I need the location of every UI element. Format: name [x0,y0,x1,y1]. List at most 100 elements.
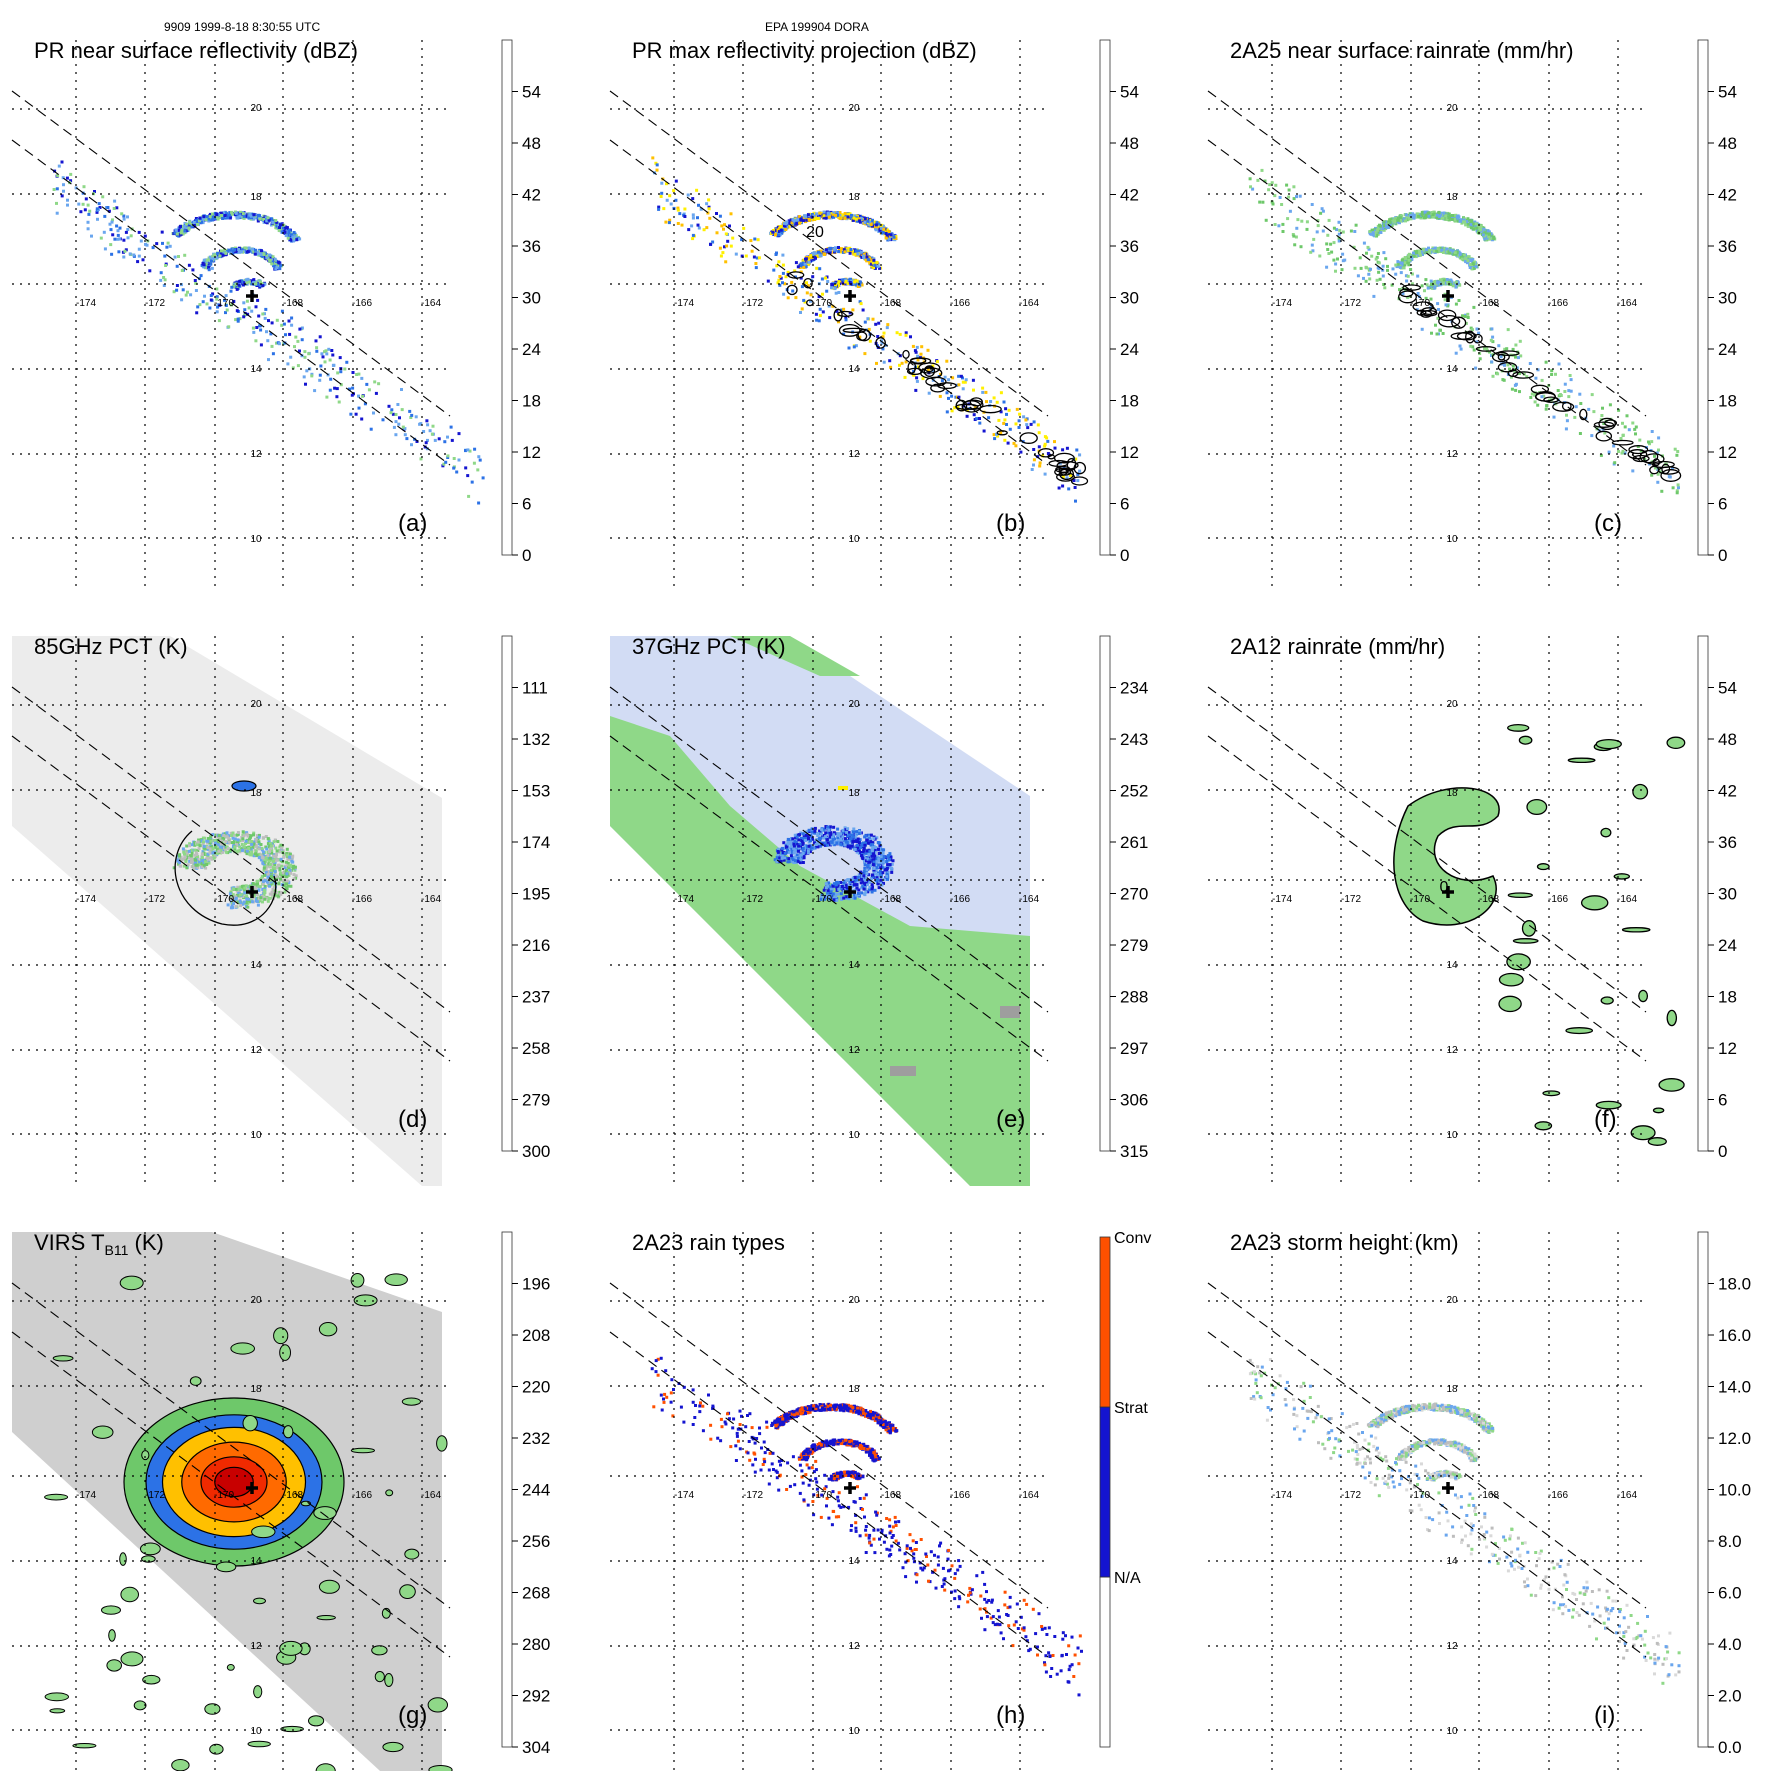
colorbar-tick-label: 12 [1120,443,1139,462]
storm-center-marker [246,1482,258,1494]
lon-tick-label: -168 [283,1490,303,1501]
lon-tick-label: -174 [76,1490,96,1501]
lat-tick-label: 12 [250,1641,262,1652]
colorbar-tick-label: 54 [1718,83,1737,102]
colorbar: 0 6 12 18 24 30 36 42 48 54 [501,39,541,565]
lat-tick-label: 10 [848,1130,860,1141]
colorbar-tick-label: 304 [522,1738,550,1757]
lon-tick-label: -172 [145,894,165,905]
colorbar-tick-label: 261 [1120,833,1148,852]
storm-center-marker [844,1482,856,1494]
header-timestamp: 9909 1999-8-18 8:30:55 UTC [164,20,321,34]
colorbar: 0 6 12 18 24 30 36 42 48 54 [1099,39,1139,565]
panel-b: -174 -172 -170 -168 -166 -164 20 18 14 12 10 20 PR m… [609,38,1139,590]
lat-tick-label: 12 [250,449,262,460]
colorbar-tick-label: Conv [1114,1230,1151,1247]
panel-letter: (i) [1594,1702,1615,1729]
colorbar-tick-label: Strat [1114,1400,1148,1417]
panel-letter: (a) [398,510,427,537]
panel-g: -174 -172 -170 -168 -166 -164 20 18 14 12 10 VIRS T… [11,1230,550,1771]
colorbar-tick-label: 14.0 [1718,1378,1751,1397]
colorbar-segment [1099,1236,1111,1408]
swath-edge [1207,686,1647,1013]
swath-edge [1207,735,1647,1062]
lon-tick-label: -168 [283,298,303,309]
lat-tick-label: 20 [848,103,860,114]
lon-tick-label: -166 [950,894,970,905]
swath-edge [11,90,451,417]
panel-f: -174 -172 -170 -168 -166 -164 20 18 14 12 10 0 2A12 … [1207,634,1737,1186]
colorbar-tick-label: 48 [1718,730,1737,749]
lat-tick-label: 18 [250,788,262,799]
lat-tick-label: 20 [1446,699,1458,710]
lat-tick-label: 14 [1446,364,1458,375]
lon-tick-label: -170 [214,1490,234,1501]
colorbar-tick-label: 196 [522,1275,550,1294]
colorbar: 300 279 258 237 216 195 174 153 132 111 [501,635,550,1161]
lon-tick-label: -168 [1479,894,1499,905]
colorbar-tick-label: 30 [1120,289,1139,308]
lat-tick-label: 20 [1446,103,1458,114]
colorbar-tick-label: 111 [522,679,548,698]
panel-c: -174 -172 -170 -168 -166 -164 20 18 14 12 10 2A25 n… [1207,38,1737,590]
lon-tick-label: -166 [352,894,372,905]
swath-edge [609,1282,1049,1609]
colorbar-tick-label: 36 [1718,833,1737,852]
colorbar-tick-label: 2.0 [1718,1687,1742,1706]
swath-edge [11,735,451,1062]
colorbar-tick-label: 8.0 [1718,1532,1742,1551]
colorbar-tick-label: 6 [1718,1091,1727,1110]
lon-tick-label: -174 [76,298,96,309]
lon-tick-label: -174 [674,298,694,309]
lon-tick-label: -174 [1272,894,1292,905]
colorbar-tick-label: 0 [1718,546,1727,565]
lon-tick-label: -168 [881,1490,901,1501]
colorbar-tick-label: 18 [1120,392,1139,411]
colorbar-tick-label: 48 [522,134,541,153]
colorbar-tick-label: 18 [1718,988,1737,1007]
panel-title: 37GHz PCT (K) [632,634,786,659]
colorbar-tick-label: 315 [1120,1142,1148,1161]
panel-title-units: (K) [128,1230,163,1255]
lat-tick-label: 14 [250,960,262,971]
lon-tick-label: -166 [950,298,970,309]
lat-tick-label: 12 [848,1641,860,1652]
lon-tick-label: -170 [812,894,832,905]
colorbar-tick-label: 42 [1718,782,1737,801]
colorbar-tick-label: 6.0 [1718,1584,1742,1603]
storm-center-marker [1442,290,1454,302]
lon-tick-label: -166 [1548,1490,1568,1501]
panel-letter: (c) [1594,510,1622,537]
colorbar-tick-label: 300 [522,1142,550,1161]
colorbar-tick-label: 10.0 [1718,1481,1751,1500]
swath-edge [1207,1331,1647,1658]
colorbar-tick-label: 288 [1120,988,1148,1007]
lon-tick-label: -164 [421,894,441,905]
lon-tick-label: -172 [1341,894,1361,905]
colorbar-tick-label: 208 [522,1326,550,1345]
lat-tick-label: 20 [848,699,860,710]
panel-title: PR near surface reflectivity (dBZ) [34,38,358,63]
panel-title: 2A23 rain types [632,1230,785,1255]
lon-tick-label: -166 [950,1490,970,1501]
lat-tick-label: 10 [250,1130,262,1141]
colorbar-tick-label: 36 [522,237,541,256]
lon-tick-label: -164 [1019,894,1039,905]
colorbar-tick-label: 18.0 [1718,1275,1751,1294]
lat-tick-label: 18 [250,192,262,203]
colorbar-tick-label: 24 [1718,936,1737,955]
lon-tick-label: -164 [1617,298,1637,309]
panel-e: -174 -172 -170 -168 -166 -164 20 18 14 12 10 37GHz … [609,634,1148,1186]
panel-title: 85GHz PCT (K) [34,634,188,659]
colorbar-tick-label: 12 [1718,443,1737,462]
colorbar-tick-label: 6 [1718,495,1727,514]
lat-tick-label: 20 [250,103,262,114]
lon-tick-label: -164 [1019,1490,1039,1501]
colorbar-tick-label: 237 [522,988,550,1007]
colorbar-tick-label: 36 [1120,237,1139,256]
lat-tick-label: 14 [848,364,860,375]
swath-edge [609,139,1049,466]
colorbar-tick-label: 153 [522,782,550,801]
swath-edge [609,686,1049,1013]
colorbar-tick-label: 216 [522,936,550,955]
